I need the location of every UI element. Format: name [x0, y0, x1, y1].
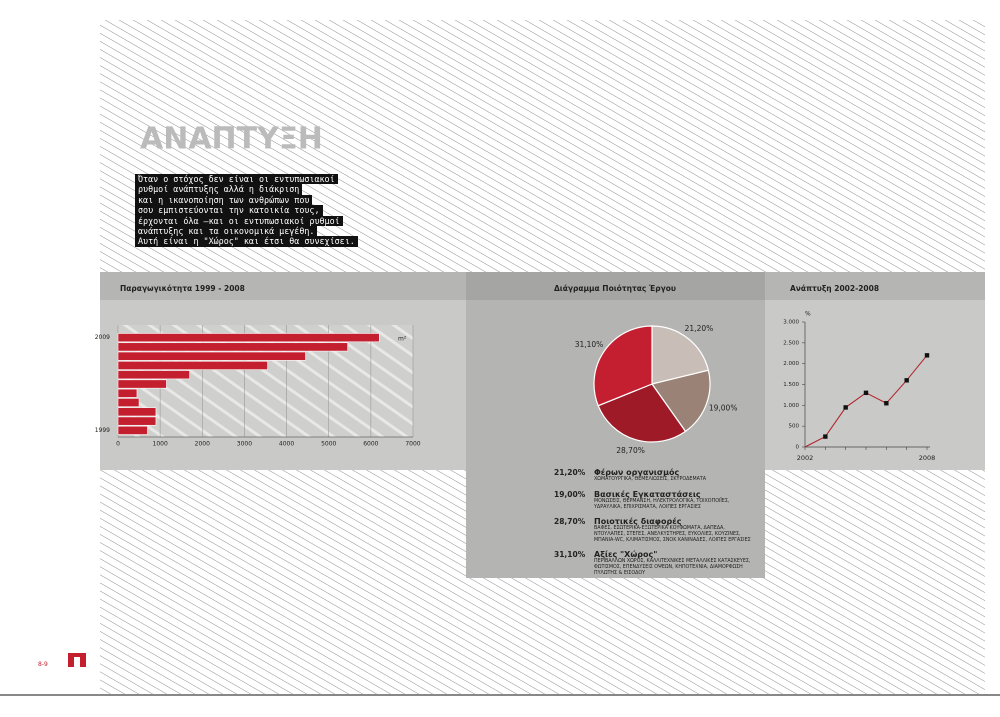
marker — [904, 378, 909, 383]
bar — [117, 425, 148, 435]
chart-title: Παραγωγικότητα 1999 - 2008 — [120, 284, 245, 293]
y-tick-label: 2009 — [95, 334, 110, 341]
chart-title: Ανάπτυξη 2002-2008 — [790, 284, 879, 293]
y-tick-label: 2.000 — [783, 361, 799, 367]
page-edge — [0, 694, 1000, 696]
legend-name: Φέρων οργανισμός — [594, 468, 680, 477]
slice-label: 21,20% — [685, 324, 714, 333]
bar — [117, 333, 380, 343]
slice-label: 31,10% — [575, 340, 604, 349]
intro-line: έρχονται όλα —και οι εντυπωσιακοί ρυθμοί — [135, 215, 343, 227]
pie-slice — [593, 325, 653, 407]
bar — [117, 370, 190, 380]
legend-value: 21,20% — [554, 468, 586, 477]
pie-slice — [597, 383, 687, 443]
intro-line: ρυθμοί ανάπτυξης αλλά η διάκριση — [135, 184, 303, 195]
y-tick-label: 1999 — [95, 427, 110, 434]
legend-entry: 31,10% Αξίες "Χώρος" ΠΕΡΙΒΑΛΛΩΝ ΧΩΡΟΣ, ΚΑΛ… — [554, 550, 754, 577]
intro-line: Όταν ο στόχος δεν είναι οι εντυπωσιακοί — [135, 174, 338, 185]
y-axis-label: % — [805, 311, 811, 318]
x-tick-label: 0 — [116, 441, 120, 448]
x-tick-label: 2008 — [919, 454, 936, 462]
bar — [117, 342, 348, 352]
legend-value: 31,10% — [554, 550, 586, 559]
bar — [117, 388, 138, 398]
slice-label: 28,70% — [616, 446, 645, 455]
bar — [117, 398, 140, 408]
x-tick-label: 6000 — [363, 441, 378, 448]
x-tick-label: 7000 — [405, 441, 420, 448]
intro-line: Αυτή είναι η "Χώρος" και έτσι θα συνεχίσ… — [135, 236, 358, 247]
marker — [823, 434, 828, 439]
bar — [117, 416, 157, 426]
legend-description: ΒΑΦΕΣ, ΕΣΩΤΕΡΙΚΑ-ΕΞΩΤΕΡΙΚΑ ΚΟΥΦΩΜΑΤΑ, ΔΑ… — [594, 526, 751, 543]
bar — [117, 407, 157, 417]
pie-slice — [651, 325, 710, 385]
bar — [117, 351, 306, 361]
chart-title: Διάγραμμα Ποιότητας Έργου — [554, 284, 676, 293]
y-tick-label: 2.500 — [783, 340, 799, 346]
legend-description: ΧΩΜΑΤΟΥΡΓΙΚΑ, ΘΕΜΕΛΙΩΣΕΙΣ, ΣΚΥΡΟΔΕΜΑΤΑ — [594, 477, 707, 482]
y-tick-label: 1.000 — [783, 403, 799, 409]
legend-value: 19,00% — [554, 490, 586, 499]
pie-legend: 21,20% Φέρων οργανισμός ΧΩΜΑΤΟΥΡΓΙΚΑ, ΘΕΜΕ… — [554, 468, 754, 583]
legend-name: Αξίες "Χώρος" — [594, 550, 658, 559]
x-tick-label: 2002 — [797, 454, 814, 462]
pie-slice — [651, 369, 711, 433]
heading: ΑΝΑΠΤΥΞΗ — [140, 122, 323, 157]
slice-label: 19,00% — [709, 404, 738, 413]
legend-description: ΠΕΡΙΒΑΛΛΩΝ ΧΩΡΟΣ, ΚΑΛΛΙΤΕΧΝΙΚΕΣ ΜΕΤΑΛΛΙΚ… — [594, 559, 751, 576]
legend-description: ΜΟΝΩΣΕΙΣ, ΘΕΡΜΑΝΣΗ, ΗΛΕΚΤΡΟΛΟΓΙΚΑ, ΤΟΙΧΟ… — [594, 499, 730, 510]
bar — [117, 360, 268, 370]
marker — [863, 390, 869, 396]
intro-text: Όταν ο στόχος δεν είναι οι εντυπωσιακοί ρ… — [135, 174, 358, 247]
bar — [117, 379, 167, 389]
y-tick-label: 0 — [796, 445, 800, 451]
logo-cut — [74, 657, 80, 667]
pie-panel-top — [466, 272, 765, 300]
x-tick-label: 5000 — [321, 441, 336, 448]
x-tick-label: 3000 — [237, 441, 252, 448]
intro-line: και η ικανοποίηση των ανθρώπων που — [135, 194, 313, 206]
legend-entry: 19,00% Βασικές Εγκαταστάσεις ΜΟΝΩΣΕΙΣ, ΘΕΡ… — [554, 490, 754, 511]
legend-name: Ποιοτικές διαφορές — [594, 517, 682, 526]
y-tick-label: 500 — [789, 424, 800, 430]
x-tick-label: 2000 — [195, 441, 210, 448]
y-tick-label: 3.000 — [783, 320, 799, 326]
unit-label: m² — [398, 336, 407, 343]
legend-entry: 28,70% Ποιοτικές διαφορές ΒΑΦΕΣ, ΕΣΩΤΕΡΙΚΑ… — [554, 517, 754, 544]
y-tick-label: 1.500 — [783, 382, 799, 388]
x-tick-label: 4000 — [279, 441, 294, 448]
legend-name: Βασικές Εγκαταστάσεις — [594, 490, 701, 499]
page-number: 8-9 — [38, 661, 48, 668]
marker — [924, 353, 930, 358]
intro-line: σου εμπιστεύονται την κατοικία τους, — [135, 205, 323, 216]
x-tick-label: 1000 — [153, 441, 168, 448]
legend-value: 28,70% — [554, 517, 586, 526]
marker — [884, 401, 889, 406]
legend-entry: 21,20% Φέρων οργανισμός ΧΩΜΑΤΟΥΡΓΙΚΑ, ΘΕΜΕ… — [554, 468, 754, 484]
intro-line: ανάπτυξης και τα οικονομικά μεγέθη. — [135, 226, 318, 237]
marker — [843, 405, 848, 410]
